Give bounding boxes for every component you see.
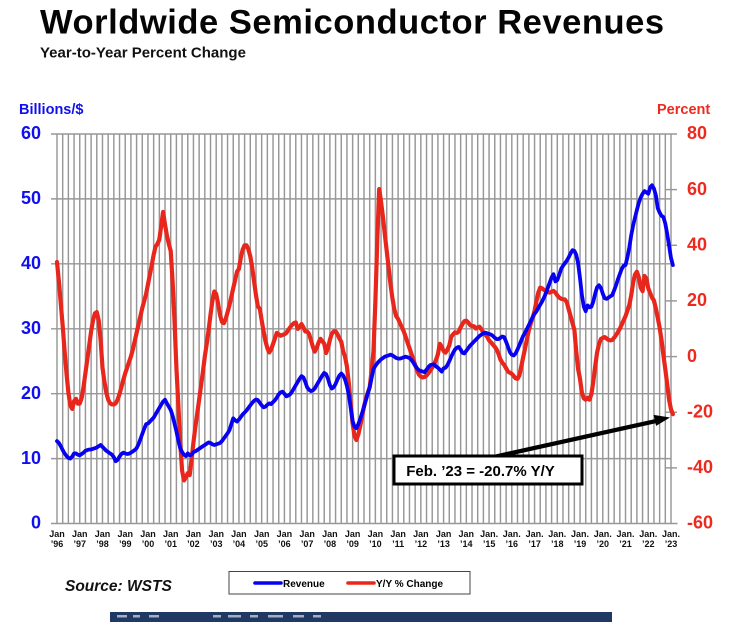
svg-text:’04: ’04: [233, 539, 246, 549]
svg-text:-20: -20: [687, 401, 713, 421]
svg-text:Billions/$: Billions/$: [19, 102, 83, 118]
svg-text:Jan: Jan: [390, 529, 406, 539]
svg-text:Jan: Jan: [322, 529, 338, 539]
svg-text:Jan: Jan: [163, 529, 179, 539]
svg-text:Revenue: Revenue: [283, 579, 325, 590]
svg-text:Jan: Jan: [140, 529, 156, 539]
svg-text:Percent: Percent: [657, 102, 710, 118]
svg-text:30: 30: [21, 318, 41, 338]
svg-text:’13: ’13: [437, 539, 450, 549]
svg-text:’10: ’10: [369, 539, 382, 549]
svg-text:’00: ’00: [142, 539, 155, 549]
svg-text:Jan.: Jan.: [616, 529, 634, 539]
svg-text:Jan: Jan: [208, 529, 224, 539]
svg-text:Y/Y % Change: Y/Y % Change: [376, 579, 443, 590]
svg-text:40: 40: [687, 235, 707, 255]
svg-text:Jan.: Jan.: [480, 529, 498, 539]
svg-text:’20: ’20: [597, 539, 610, 549]
svg-text:Jan: Jan: [459, 529, 475, 539]
svg-text:Jan: Jan: [117, 529, 133, 539]
svg-text:Jan.: Jan.: [594, 529, 612, 539]
svg-text:Jan: Jan: [186, 529, 202, 539]
svg-text:’21: ’21: [619, 539, 632, 549]
svg-text:Worldwide Semiconductor Revenu: Worldwide Semiconductor Revenues: [40, 4, 664, 42]
svg-text:Year-to-Year Percent Change: Year-to-Year Percent Change: [40, 45, 246, 62]
svg-text:Jan: Jan: [72, 529, 88, 539]
svg-text:Feb. ’23 = -20.7% Y/Y: Feb. ’23 = -20.7% Y/Y: [406, 463, 555, 480]
svg-text:’12: ’12: [415, 539, 428, 549]
svg-text:’14: ’14: [460, 539, 473, 549]
svg-text:’07: ’07: [301, 539, 314, 549]
svg-text:’09: ’09: [346, 539, 359, 549]
svg-text:’99: ’99: [119, 539, 132, 549]
svg-text:Jan.: Jan.: [526, 529, 544, 539]
svg-text:20: 20: [687, 290, 707, 310]
svg-text:Jan: Jan: [436, 529, 452, 539]
svg-text:-60: -60: [687, 513, 713, 533]
svg-text:’02: ’02: [187, 539, 200, 549]
svg-text:10: 10: [21, 448, 41, 468]
svg-text:’97: ’97: [73, 539, 86, 549]
svg-text:Jan: Jan: [277, 529, 293, 539]
svg-text:’98: ’98: [96, 539, 109, 549]
svg-text:’05: ’05: [255, 539, 268, 549]
svg-text:’15: ’15: [483, 539, 496, 549]
svg-text:’96: ’96: [51, 539, 64, 549]
svg-text:Jan: Jan: [95, 529, 111, 539]
svg-text:0: 0: [687, 346, 697, 366]
svg-text:Source: WSTS: Source: WSTS: [65, 578, 172, 595]
svg-text:80: 80: [687, 123, 707, 143]
svg-text:20: 20: [21, 383, 41, 403]
svg-text:0: 0: [31, 513, 41, 533]
svg-text:’08: ’08: [324, 539, 337, 549]
svg-text:’06: ’06: [278, 539, 291, 549]
svg-text:Jan: Jan: [49, 529, 65, 539]
svg-text:Jan: Jan: [368, 529, 384, 539]
svg-text:Jan: Jan: [413, 529, 429, 539]
svg-text:’18: ’18: [551, 539, 564, 549]
svg-text:Jan.: Jan.: [639, 529, 657, 539]
svg-text:Jan.: Jan.: [503, 529, 521, 539]
svg-text:’22: ’22: [642, 539, 655, 549]
svg-text:Jan.: Jan.: [548, 529, 566, 539]
svg-text:’03: ’03: [210, 539, 223, 549]
svg-text:’17: ’17: [528, 539, 541, 549]
svg-text:’19: ’19: [574, 539, 587, 549]
svg-text:-40: -40: [687, 457, 713, 477]
svg-text:’11: ’11: [392, 539, 404, 549]
svg-text:’23: ’23: [665, 539, 678, 549]
svg-text:40: 40: [21, 253, 41, 273]
svg-text:Jan: Jan: [299, 529, 315, 539]
svg-text:Jan.: Jan.: [571, 529, 589, 539]
svg-text:Jan: Jan: [231, 529, 247, 539]
svg-text:60: 60: [21, 123, 41, 143]
svg-text:Jan: Jan: [345, 529, 361, 539]
svg-text:Jan.: Jan.: [662, 529, 680, 539]
svg-text:50: 50: [21, 188, 41, 208]
svg-text:60: 60: [687, 179, 707, 199]
svg-text:’16: ’16: [506, 539, 519, 549]
svg-text:Jan: Jan: [254, 529, 270, 539]
svg-text:’01: ’01: [164, 539, 177, 549]
